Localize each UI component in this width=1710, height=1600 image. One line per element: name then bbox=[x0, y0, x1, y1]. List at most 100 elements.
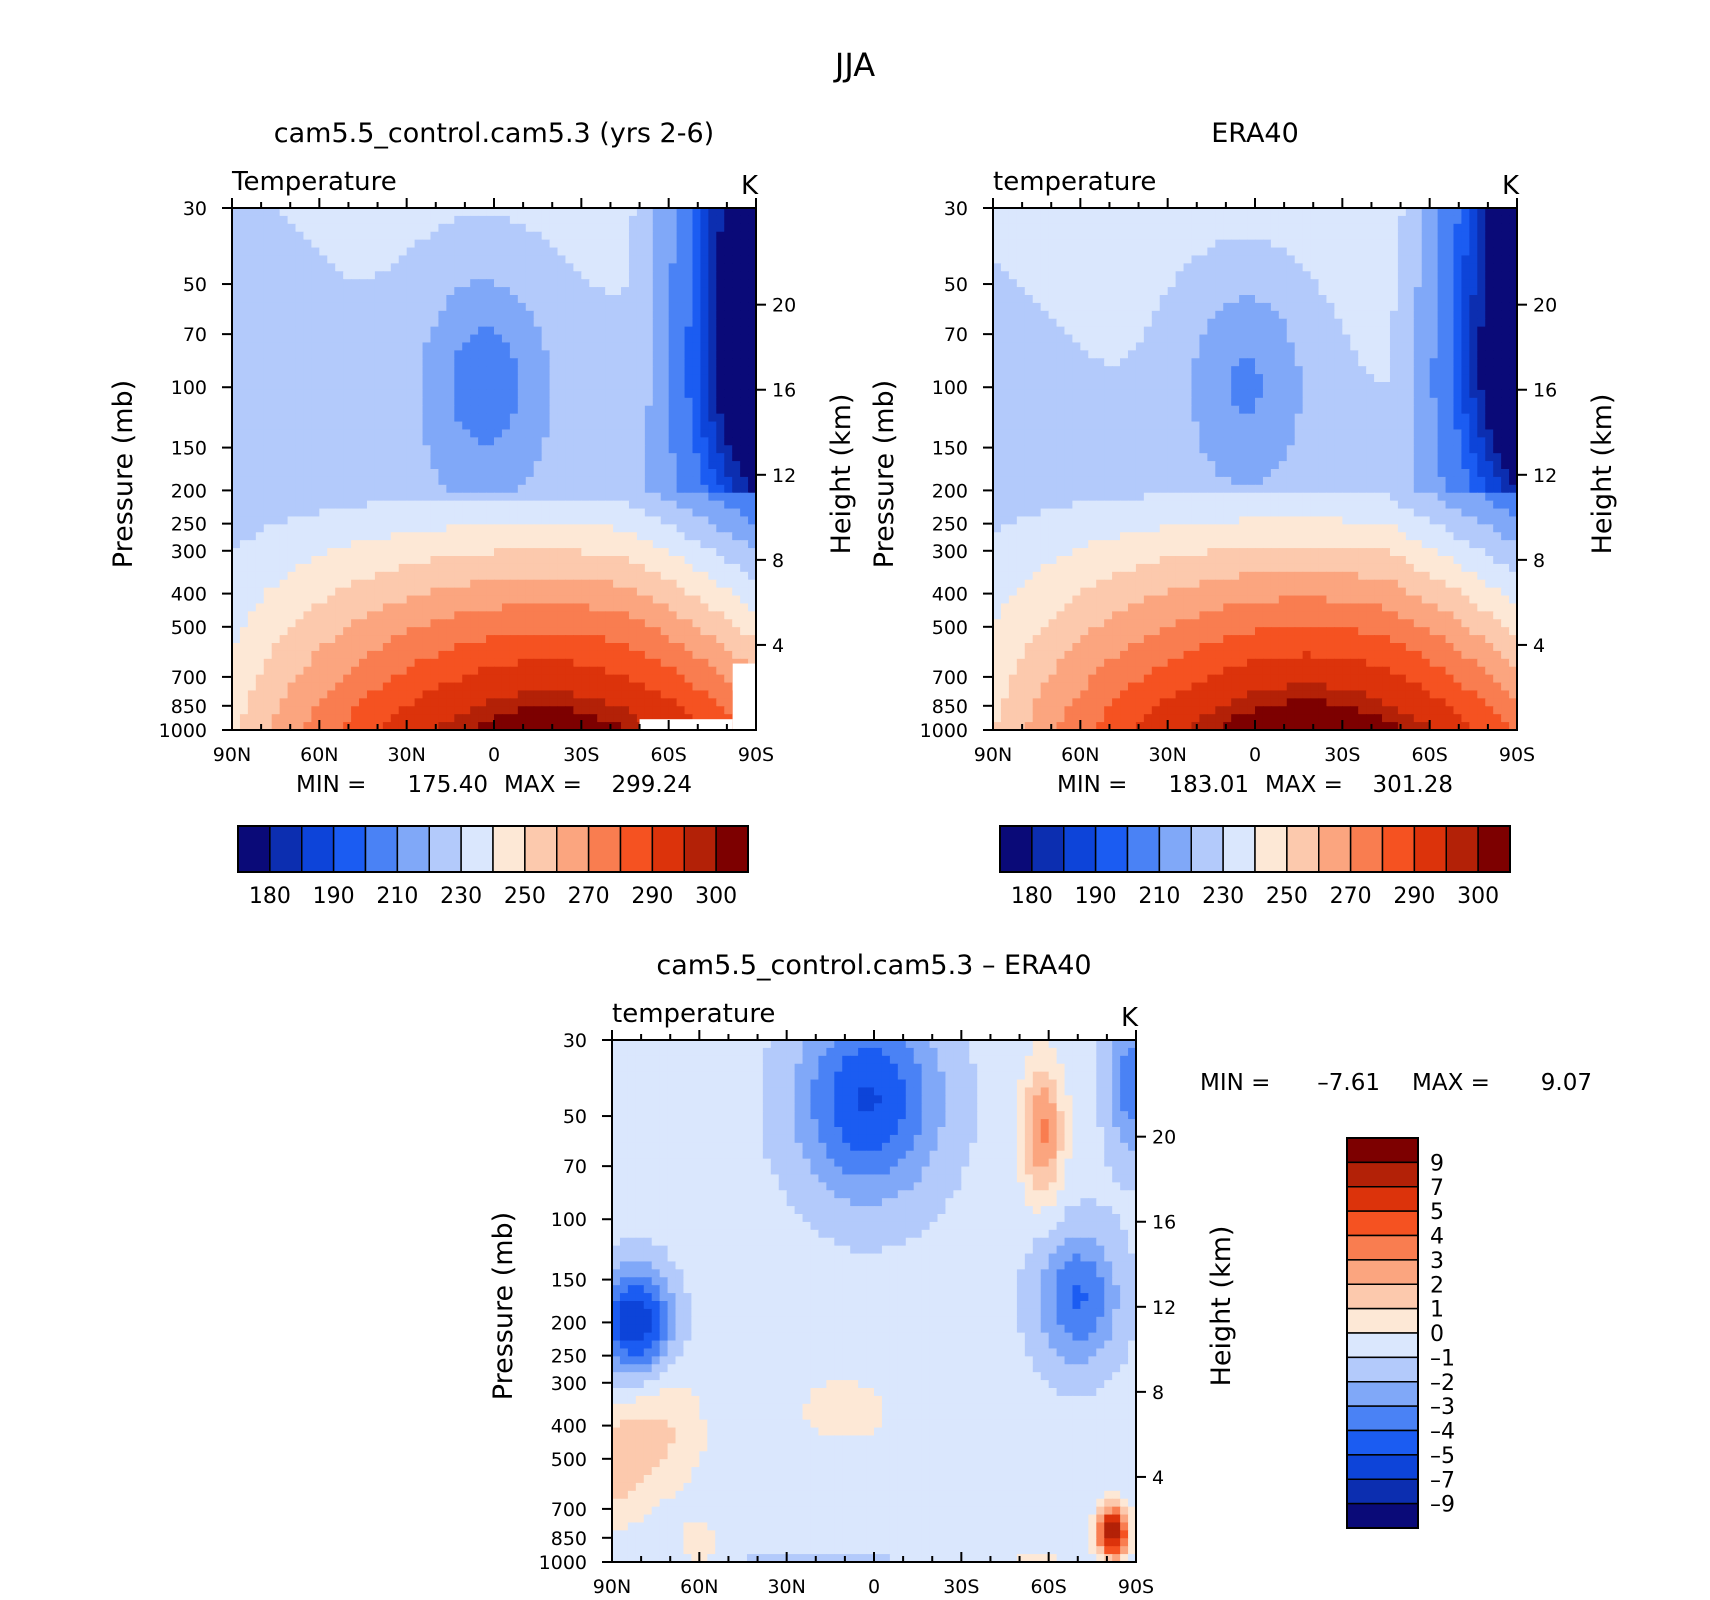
field-cell bbox=[382, 263, 392, 272]
field-cell bbox=[311, 302, 320, 312]
field-cell bbox=[501, 389, 511, 399]
field-cell bbox=[517, 540, 527, 549]
field-cell bbox=[668, 650, 678, 660]
field-cell bbox=[724, 295, 733, 304]
field-cell bbox=[676, 635, 686, 644]
field-cell bbox=[557, 208, 567, 217]
field-cell bbox=[255, 358, 265, 367]
field-cell bbox=[319, 579, 328, 589]
field-cell bbox=[525, 366, 535, 375]
field-cell bbox=[628, 650, 638, 660]
field-cell bbox=[557, 231, 567, 241]
field-cell bbox=[1334, 247, 1343, 257]
field-cell bbox=[287, 666, 297, 676]
field-cell bbox=[1064, 263, 1073, 272]
field-cell bbox=[668, 358, 678, 367]
field-cell bbox=[263, 540, 273, 549]
field-cell bbox=[406, 445, 416, 454]
field-cell bbox=[239, 627, 249, 636]
field-cell bbox=[684, 714, 694, 723]
field-cell bbox=[628, 571, 638, 581]
field-cell bbox=[319, 611, 328, 620]
field-cell bbox=[652, 374, 662, 383]
field-cell bbox=[636, 310, 646, 320]
field-cell bbox=[581, 302, 590, 312]
field-cell bbox=[1008, 239, 1018, 249]
field-cell bbox=[557, 706, 567, 715]
y-tick-label: 30 bbox=[183, 198, 207, 220]
field-cell bbox=[581, 658, 590, 668]
field-cell bbox=[247, 548, 257, 557]
field-cell bbox=[573, 421, 582, 431]
field-cell bbox=[636, 208, 646, 217]
field-cell bbox=[628, 524, 638, 533]
field-cell bbox=[993, 215, 1002, 225]
field-cell bbox=[414, 271, 424, 280]
field-cell bbox=[374, 619, 384, 628]
field-cell bbox=[644, 421, 654, 431]
field-cell bbox=[287, 714, 297, 723]
field-cell bbox=[430, 611, 440, 620]
field-cell bbox=[605, 302, 614, 312]
field-cell bbox=[748, 310, 757, 320]
field-cell bbox=[636, 437, 646, 446]
field-cell bbox=[454, 524, 463, 533]
field-cell bbox=[597, 603, 606, 612]
field-cell bbox=[533, 350, 543, 359]
field-cell bbox=[287, 650, 297, 660]
field-cell bbox=[494, 532, 503, 541]
field-cell bbox=[533, 469, 543, 478]
field-cell bbox=[525, 516, 535, 525]
field-cell bbox=[676, 350, 686, 359]
field-cell bbox=[494, 342, 503, 351]
field-cell bbox=[541, 658, 551, 668]
field-cell bbox=[343, 342, 352, 351]
field-cell bbox=[652, 650, 662, 660]
field-cell bbox=[382, 619, 392, 628]
field-cell bbox=[279, 421, 289, 431]
field-cell bbox=[1477, 231, 1486, 241]
field-cell bbox=[597, 334, 606, 344]
field-cell bbox=[652, 532, 662, 541]
field-cell bbox=[335, 334, 344, 344]
field-cell bbox=[597, 223, 606, 233]
field-cell bbox=[1112, 239, 1121, 249]
field-cell bbox=[478, 682, 487, 692]
field-cell bbox=[541, 516, 551, 525]
field-cell bbox=[724, 437, 733, 446]
field-cell bbox=[573, 643, 582, 652]
field-cell bbox=[406, 508, 416, 518]
field-cell bbox=[287, 682, 297, 692]
field-cell bbox=[525, 302, 535, 312]
field-cell bbox=[660, 714, 670, 723]
field-cell bbox=[676, 540, 686, 549]
field-cell bbox=[668, 318, 678, 328]
field-cell bbox=[740, 366, 749, 375]
field-cell bbox=[1127, 215, 1137, 225]
field-cell bbox=[573, 516, 582, 525]
field-cell bbox=[232, 469, 241, 478]
field-cell bbox=[335, 358, 344, 367]
field-cell bbox=[621, 397, 630, 407]
field-cell bbox=[263, 279, 273, 288]
field-cell bbox=[652, 484, 662, 494]
field-cell bbox=[327, 421, 336, 431]
field-cell bbox=[1262, 231, 1272, 241]
field-cell bbox=[422, 492, 432, 502]
field-cell bbox=[716, 469, 725, 478]
field-cell bbox=[708, 215, 717, 225]
field-cell bbox=[374, 603, 384, 612]
field-cell bbox=[692, 208, 702, 217]
field-cell bbox=[343, 563, 352, 573]
field-cell bbox=[311, 239, 320, 249]
field-cell bbox=[509, 318, 519, 328]
field-cell bbox=[239, 326, 249, 336]
field-cell bbox=[446, 445, 455, 454]
field-cell bbox=[303, 682, 312, 692]
field-cell bbox=[740, 287, 749, 296]
field-cell bbox=[1072, 239, 1081, 249]
field-cell bbox=[462, 611, 471, 620]
field-cell bbox=[517, 413, 527, 423]
field-cell bbox=[486, 366, 495, 375]
field-cell bbox=[366, 579, 376, 589]
